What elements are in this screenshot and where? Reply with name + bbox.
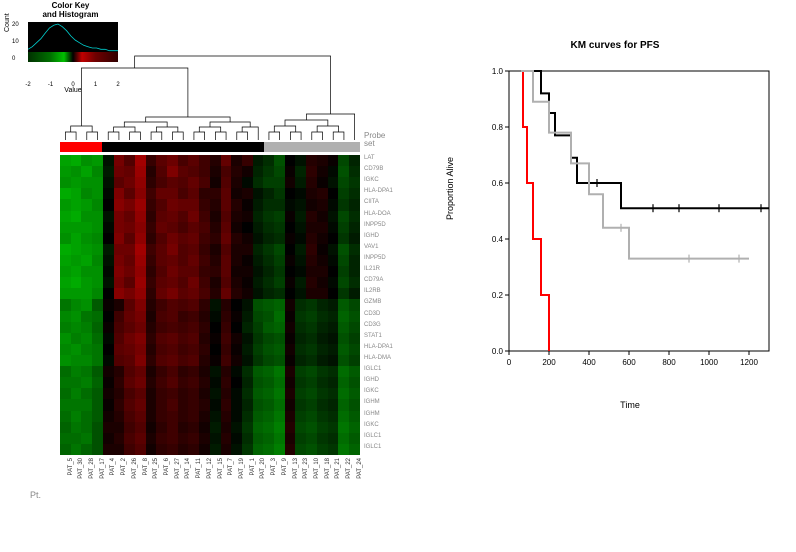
color-key-ylabel: Count	[4, 13, 11, 32]
column-dendrogram	[60, 50, 360, 140]
color-key-title: Color Key and Histogram	[8, 2, 133, 20]
svg-text:1000: 1000	[700, 358, 718, 367]
km-plot-title: KM curves for PFS	[445, 40, 785, 51]
svg-text:400: 400	[582, 358, 596, 367]
svg-text:0.6: 0.6	[492, 179, 504, 188]
svg-text:0.0: 0.0	[492, 347, 504, 356]
svg-text:200: 200	[542, 358, 556, 367]
annotation-bar	[60, 142, 360, 152]
heatmap-panel: Probe set LATCD79BIGKCHLA-DPA1CIITAHLA-D…	[60, 50, 420, 520]
heatmap-row-labels: LATCD79BIGKCHLA-DPA1CIITAHLA-DOAINPP5DIG…	[364, 155, 434, 455]
km-plot-ylabel: Proportion Alive	[445, 157, 455, 220]
color-key-yticks: 0 10 20	[12, 22, 19, 62]
svg-text:800: 800	[662, 358, 676, 367]
svg-text:1.0: 1.0	[492, 67, 504, 76]
annotation-bar-label: Probe set	[364, 132, 385, 149]
pt-label: Pt.	[30, 490, 41, 500]
heatmap-grid	[60, 155, 360, 455]
svg-text:0.8: 0.8	[492, 123, 504, 132]
km-plot-svg: 0 200 400 600 800 1000 1200 0.0 0.2 0.4 0.6 0.8 1.0	[485, 65, 775, 375]
heatmap-col-labels: PAT_5PAT_30PAT_28PAT_17PAT_4PAT_2PAT_26P…	[60, 458, 360, 523]
km-plot-xlabel: Time	[485, 400, 775, 410]
svg-text:600: 600	[622, 358, 636, 367]
svg-text:0.4: 0.4	[492, 235, 504, 244]
svg-text:0.2: 0.2	[492, 291, 504, 300]
svg-text:0: 0	[507, 358, 512, 367]
svg-text:1200: 1200	[740, 358, 758, 367]
km-plot-panel: KM curves for PFS Proportion Alive 0 200 4…	[445, 40, 785, 410]
